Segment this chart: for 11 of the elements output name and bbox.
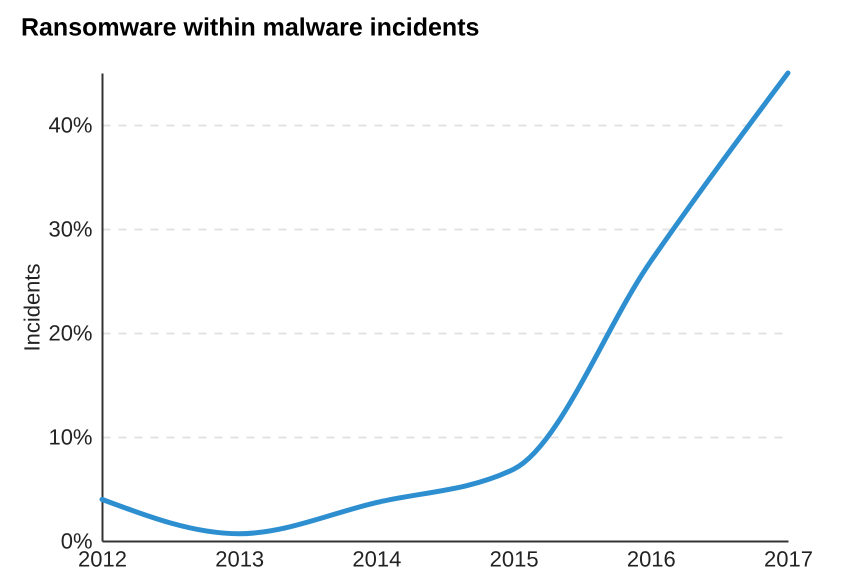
y-tick-label: 30% <box>48 216 92 242</box>
chart-title: Ransomware within malware incidents <box>20 14 480 42</box>
y-axis-title: Incidents <box>19 263 44 352</box>
x-tick-label: 2017 <box>764 546 813 572</box>
y-tick-label: 40% <box>48 112 92 138</box>
y-tick-label: 20% <box>48 320 92 346</box>
x-tick-label: 2014 <box>352 546 402 572</box>
x-tick-label: 2015 <box>490 546 539 572</box>
y-tick-label: 10% <box>48 424 92 450</box>
x-tick-label: 2013 <box>215 546 264 572</box>
x-tick-label: 2016 <box>626 546 676 572</box>
